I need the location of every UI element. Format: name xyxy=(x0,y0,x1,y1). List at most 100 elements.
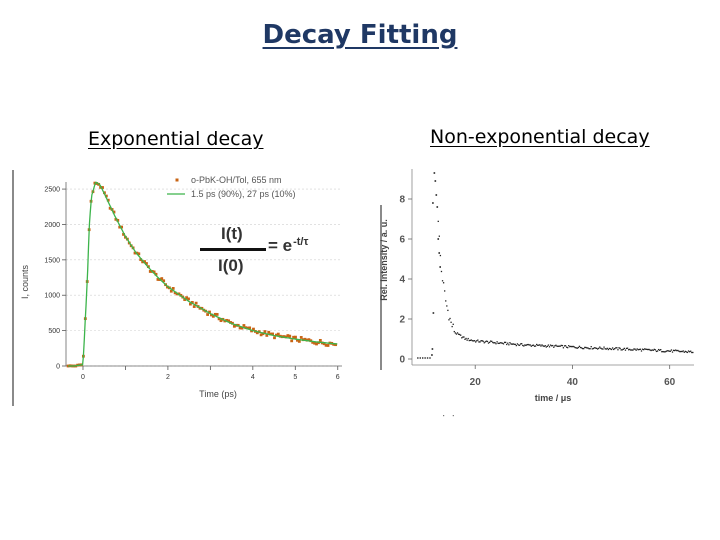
data-point xyxy=(232,324,236,328)
x-axis-label: time / μs xyxy=(535,393,572,403)
data-point xyxy=(636,348,638,350)
data-point xyxy=(547,344,550,346)
data-point xyxy=(273,336,276,340)
data-point xyxy=(471,340,474,342)
data-point xyxy=(690,350,692,352)
data-point xyxy=(646,348,648,351)
data-point xyxy=(686,351,689,354)
data-point xyxy=(671,351,674,353)
data-point xyxy=(173,291,177,295)
data-point xyxy=(639,348,642,350)
data-point xyxy=(502,343,505,345)
data-point xyxy=(437,220,439,223)
data-point xyxy=(437,238,440,240)
data-point xyxy=(122,232,125,236)
data-point xyxy=(531,344,534,347)
data-point xyxy=(183,298,187,301)
data-point xyxy=(497,342,499,345)
data-point xyxy=(623,347,626,350)
data-point xyxy=(680,350,682,353)
data-point xyxy=(460,334,462,336)
data-point xyxy=(307,338,311,342)
data-point xyxy=(668,350,670,352)
data-point xyxy=(678,350,680,352)
data-point xyxy=(426,357,429,359)
data-point xyxy=(687,350,690,352)
data-point xyxy=(673,349,676,352)
data-point xyxy=(618,347,620,349)
data-point xyxy=(528,344,530,346)
data-point xyxy=(457,333,460,335)
data-point xyxy=(546,345,549,347)
formula-numerator: I(t) xyxy=(221,224,243,243)
data-point xyxy=(449,317,451,320)
data-point xyxy=(248,326,252,330)
exponential-decay-chart: 0 500 1000 1500 2000 2500 0 2 4 5 6 Time (ps) I, cou… xyxy=(12,168,352,408)
data-point xyxy=(510,343,512,345)
data-point xyxy=(286,334,290,337)
data-point xyxy=(624,349,627,351)
legend-label-points: o-PbK-OH/Tol, 655 nm xyxy=(191,175,282,185)
data-point xyxy=(421,357,424,359)
data-point xyxy=(529,344,531,346)
data-point xyxy=(539,344,541,346)
data-point xyxy=(154,272,158,276)
data-point xyxy=(472,340,475,342)
data-point xyxy=(507,342,509,344)
data-point xyxy=(476,340,478,342)
data-point xyxy=(681,350,683,353)
data-point xyxy=(440,270,443,273)
data-point xyxy=(602,348,604,350)
data-point xyxy=(259,333,263,337)
data-point xyxy=(480,340,482,342)
data-point xyxy=(647,348,649,351)
data-point xyxy=(675,349,677,351)
data-point xyxy=(467,337,469,340)
data-point xyxy=(619,347,621,350)
data-point xyxy=(454,332,457,334)
data-point xyxy=(608,347,611,350)
data-point xyxy=(610,348,613,351)
data-point xyxy=(458,333,461,336)
data-point xyxy=(453,330,455,333)
data-point xyxy=(580,347,583,349)
y-tick-label: 8 xyxy=(399,195,405,206)
data-point xyxy=(664,351,666,353)
data-point xyxy=(444,290,446,292)
data-point xyxy=(652,349,654,351)
x-tick-label: 2 xyxy=(166,374,170,381)
chart-right-background xyxy=(372,165,708,420)
data-point xyxy=(518,344,521,346)
data-point xyxy=(544,345,546,347)
data-point xyxy=(590,346,592,348)
data-point xyxy=(545,346,547,348)
data-point xyxy=(685,351,688,353)
data-point xyxy=(433,172,436,174)
legend-label-fit: 1.5 ps (90%), 27 ps (10%) xyxy=(191,189,296,199)
data-point xyxy=(455,333,458,335)
data-point xyxy=(632,349,634,351)
data-point xyxy=(160,277,164,280)
data-point xyxy=(215,313,219,316)
data-point xyxy=(484,341,486,343)
data-point xyxy=(650,349,652,352)
data-point xyxy=(601,348,603,350)
data-point xyxy=(501,342,504,344)
data-point xyxy=(265,334,269,337)
data-point xyxy=(550,345,553,347)
data-point xyxy=(654,349,657,351)
data-point xyxy=(332,342,336,346)
data-point xyxy=(587,347,589,349)
data-point xyxy=(530,345,532,347)
data-point xyxy=(442,282,445,284)
data-point xyxy=(567,346,569,349)
data-point xyxy=(569,346,571,348)
x-tick-label: 5 xyxy=(293,374,297,381)
formula-exponent: -t/τ xyxy=(293,236,309,248)
y-tick-label: 0 xyxy=(399,355,405,366)
data-point xyxy=(246,326,250,330)
subtitle-exponential: Exponential decay xyxy=(88,128,264,150)
data-point xyxy=(297,339,301,343)
data-point xyxy=(469,339,471,342)
data-point xyxy=(561,344,563,347)
